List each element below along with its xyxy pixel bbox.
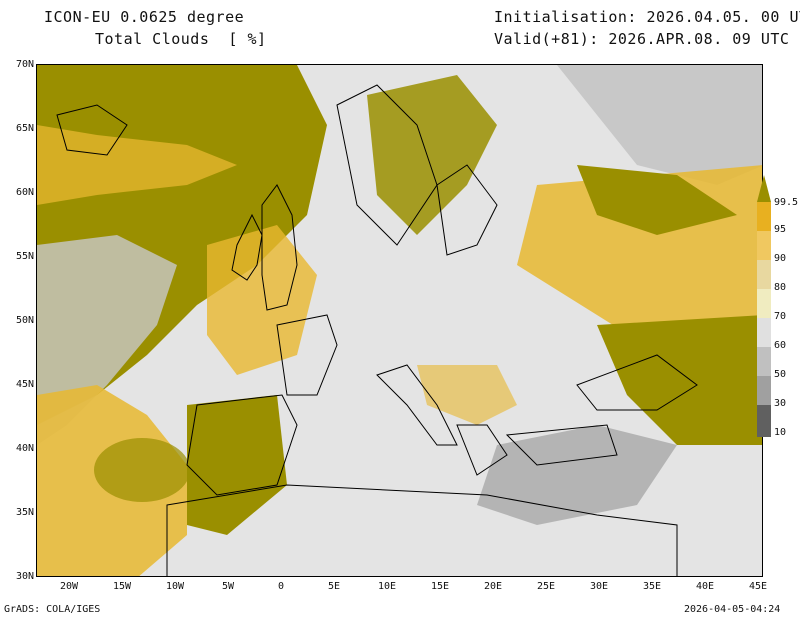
render-timestamp: 2026-04-05-04:24 [684,604,781,615]
colorbar-swatch [757,376,771,405]
lat-label: 30N [15,571,34,582]
coast-north-africa [166,484,678,576]
high-cloud-band-iceland [37,125,237,205]
colorbar-label: 95 [774,224,787,235]
software-credit: GrADS: COLA/IGES [4,604,101,615]
colorbar-swatch [757,318,771,347]
mixed-cloud-eastern-med [477,425,677,525]
init-time-text: Initialisation: 2026.04.05. 00 UTC [494,8,800,26]
coast-greece [456,424,508,476]
coastlines [56,84,698,576]
coast-ireland [231,213,263,281]
lon-label: 5E [327,581,341,592]
valid-time-text: Valid(+81): 2026.APR.08. 09 UTC [494,30,790,48]
lat-label: 35N [15,507,34,518]
lon-label: 5W [221,581,235,592]
coast-france [276,314,338,396]
overcast-region-black-sea [597,315,762,445]
lat-label: 45N [15,379,34,390]
overcast-region-scandinavia [367,75,497,235]
lon-label: 20W [59,581,79,592]
lon-label: 45E [748,581,768,592]
cloud-cover-map [36,64,763,577]
colorbar-label: 70 [774,311,787,322]
high-cloud-british-isles [207,225,317,375]
colorbar-swatch [757,405,771,437]
lon-label: 15W [112,581,132,592]
lon-label: 40E [695,581,715,592]
overcast-region-iberia [187,395,287,535]
low-pressure-core [94,438,190,502]
coast-iceland [56,104,128,156]
coast-sweden [436,164,498,256]
colorbar-swatch [757,289,771,318]
overcast-region-baltic-east [577,165,737,235]
lat-label: 70N [15,59,34,70]
lon-label: 20E [483,581,503,592]
colorbar-label: 30 [774,398,787,409]
colorbar-swatch [757,347,771,376]
coast-italy [376,364,458,446]
lat-label: 55N [15,251,34,262]
field-title: Total Clouds [ %] [95,30,267,48]
high-cloud-balkans [417,365,517,425]
model-title: ICON-EU 0.0625 degree [44,8,245,26]
lat-label: 50N [15,315,34,326]
colorbar-top-arrow [757,175,771,202]
lon-label: 10W [165,581,185,592]
lat-label: 60N [15,187,34,198]
lon-label: 10E [377,581,397,592]
map-svg [37,65,762,576]
colorbar-label: 99.5 [774,197,799,208]
colorbar-swatch [757,202,771,231]
lat-label: 40N [15,443,34,454]
coast-great-britain [261,184,298,311]
lon-label: 0 [277,581,285,592]
colorbar-label: 50 [774,369,787,380]
lon-label: 30E [589,581,609,592]
lon-label: 15E [430,581,450,592]
colorbar-swatch [757,260,771,289]
lon-label: 35E [642,581,662,592]
lon-label: 25E [536,581,556,592]
coast-turkey [505,424,618,466]
colorbar-swatch [757,231,771,260]
colorbar [757,175,771,437]
mixed-cloud-northeast [457,65,762,185]
coast-iberia [186,394,298,496]
lat-label: 65N [15,123,34,134]
coast-black-sea [576,354,698,411]
colorbar-label: 80 [774,282,787,293]
colorbar-label: 60 [774,340,787,351]
colorbar-label: 90 [774,253,787,264]
colorbar-label: 10 [774,427,787,438]
